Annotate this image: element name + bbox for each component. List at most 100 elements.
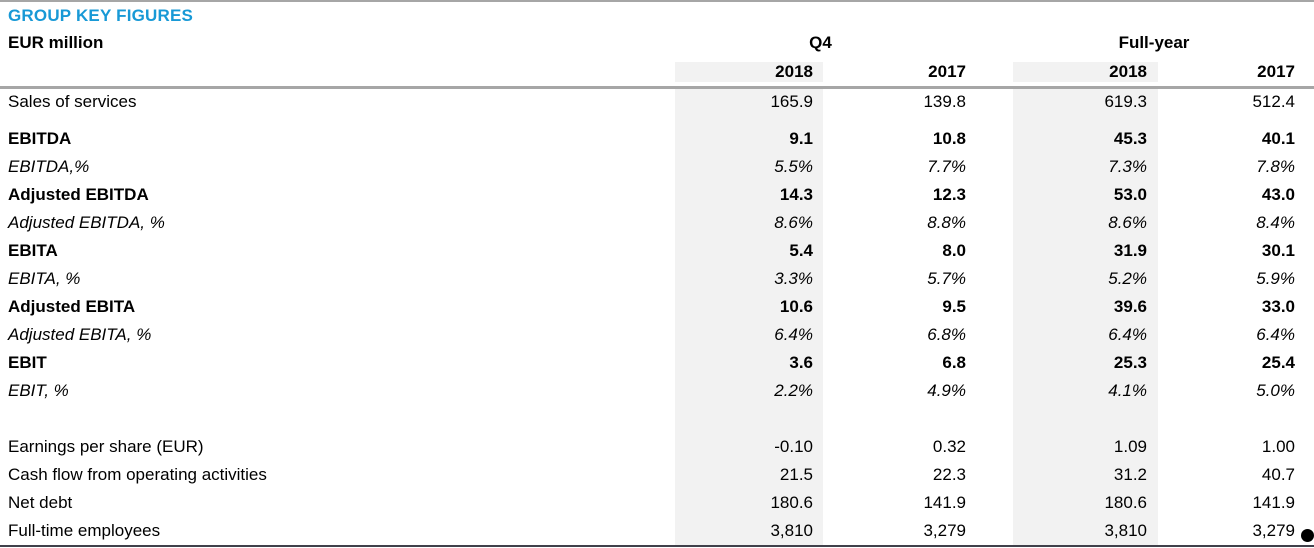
cell-value: 43.0 <box>1261 185 1295 204</box>
cell-value: 3,810 <box>1013 517 1158 545</box>
cell-value: 8.4% <box>1256 213 1295 232</box>
year-header-q4-2017: 2017 <box>928 61 966 81</box>
cell-value: -0.10 <box>675 433 823 461</box>
cell-value: 40.1 <box>1261 129 1295 148</box>
row-label: Full-time employees <box>8 521 161 540</box>
cell-value: 5.0% <box>1256 381 1295 400</box>
row-label: Earnings per share (EUR) <box>8 437 204 456</box>
cell-value: 3.3% <box>675 265 823 293</box>
cell-value: 141.9 <box>923 493 966 512</box>
cell-value: 5.2% <box>1013 265 1158 293</box>
table-row: Adjusted EBITDA 14.3 12.3 53.0 43.0 <box>0 181 1314 209</box>
row-label: Sales of services <box>8 92 137 111</box>
cell-value: 39.6 <box>1013 293 1158 321</box>
row-label: EBITDA,% <box>8 157 90 176</box>
cell-value: 10.6 <box>675 293 823 321</box>
cell-value: 1.00 <box>1261 437 1295 456</box>
cell-value: 6.4% <box>1256 325 1295 344</box>
footnote-bullet-icon <box>1301 529 1314 542</box>
cell-value: 3,810 <box>675 517 823 545</box>
year-header-fy-2018: 2018 <box>1013 61 1158 82</box>
cell-value: 10.8 <box>932 129 966 148</box>
cell-value: 6.8% <box>927 325 966 344</box>
cell-value: 9.1 <box>675 125 823 153</box>
spacer-row <box>0 115 1314 125</box>
row-label: Cash flow from operating activities <box>8 465 267 484</box>
row-label: EBIT <box>8 353 47 372</box>
row-label: Net debt <box>8 493 73 512</box>
cell-value: 165.9 <box>675 89 823 115</box>
row-label: Adjusted EBITA, % <box>8 325 152 344</box>
cell-value: 33.0 <box>1261 297 1295 316</box>
row-label: EBITA <box>8 241 58 260</box>
table-row: Adjusted EBITA 10.6 9.5 39.6 33.0 <box>0 293 1314 321</box>
cell-value: 619.3 <box>1013 89 1158 115</box>
table-year-header-row: 2018 2017 2018 2017 <box>0 57 1314 86</box>
cell-value: 3,279 <box>923 521 966 540</box>
cell-value: 8.0 <box>942 241 966 260</box>
table-row: EBIT 3.6 6.8 25.3 25.4 <box>0 349 1314 377</box>
cell-value: 45.3 <box>1013 125 1158 153</box>
header-divider <box>0 86 1314 89</box>
cell-value: 12.3 <box>932 185 966 204</box>
table-row: Earnings per share (EUR) -0.10 0.32 1.09… <box>0 433 1314 461</box>
bottom-divider <box>0 545 1314 547</box>
cell-value: 141.9 <box>1252 493 1295 512</box>
cell-value: 22.3 <box>932 465 966 484</box>
cell-value: 31.9 <box>1013 237 1158 265</box>
cell-value: 6.4% <box>675 321 823 349</box>
column-group-q4: Q4 <box>809 33 832 52</box>
table-row: Sales of services 165.9 139.8 619.3 512.… <box>0 89 1314 115</box>
column-group-fullyear: Full-year <box>1118 33 1190 52</box>
cell-value: 5.9% <box>1256 269 1295 288</box>
spacer-row <box>0 405 1314 433</box>
table-row: Cash flow from operating activities 21.5… <box>0 461 1314 489</box>
table-row: Adjusted EBITA, % 6.4% 6.8% 6.4% 6.4% <box>0 321 1314 349</box>
cell-value: 180.6 <box>1013 489 1158 517</box>
row-label: EBITA, % <box>8 269 81 288</box>
row-label: Adjusted EBITA <box>8 297 136 316</box>
table-row: Full-time employees 3,810 3,279 3,810 3,… <box>0 517 1314 545</box>
unit-label: EUR million <box>8 33 104 52</box>
cell-value: 21.5 <box>675 461 823 489</box>
year-header-fy-2017: 2017 <box>1257 61 1295 81</box>
cell-value: 139.8 <box>923 92 966 111</box>
cell-value: 14.3 <box>675 181 823 209</box>
cell-value: 5.7% <box>927 269 966 288</box>
cell-value: 4.1% <box>1013 377 1158 405</box>
cell-value: 8.8% <box>927 213 966 232</box>
cell-value: 4.9% <box>927 381 966 400</box>
table-row: Adjusted EBITDA, % 8.6% 8.8% 8.6% 8.4% <box>0 209 1314 237</box>
cell-value: 25.3 <box>1013 349 1158 377</box>
row-label: Adjusted EBITDA, % <box>8 213 165 232</box>
cell-value: 9.5 <box>942 297 966 316</box>
table-row: EBITDA 9.1 10.8 45.3 40.1 <box>0 125 1314 153</box>
cell-value: 8.6% <box>1013 209 1158 237</box>
cell-value: 5.4 <box>675 237 823 265</box>
page-title: GROUP KEY FIGURES <box>8 5 194 25</box>
cell-value: 3.6 <box>675 349 823 377</box>
table-group-header-row: EUR million Q4 Full-year <box>0 29 1314 57</box>
cell-value: 0.32 <box>932 437 966 456</box>
cell-value: 5.5% <box>675 153 823 181</box>
cell-value: 53.0 <box>1013 181 1158 209</box>
cell-value: 25.4 <box>1261 353 1295 372</box>
cell-value: 7.7% <box>927 157 966 176</box>
cell-value: 180.6 <box>675 489 823 517</box>
cell-value: 2.2% <box>675 377 823 405</box>
cell-value: 3,279 <box>1252 521 1295 540</box>
cell-value: 8.6% <box>675 209 823 237</box>
table-row: EBITDA,% 5.5% 7.7% 7.3% 7.8% <box>0 153 1314 181</box>
cell-value: 512.4 <box>1252 92 1295 111</box>
table-row: EBITA, % 3.3% 5.7% 5.2% 5.9% <box>0 265 1314 293</box>
cell-value: 7.8% <box>1256 157 1295 176</box>
cell-value: 6.8 <box>942 353 966 372</box>
cell-value: 40.7 <box>1261 465 1295 484</box>
year-header-q4-2018: 2018 <box>675 61 823 82</box>
cell-value: 6.4% <box>1013 321 1158 349</box>
row-label: EBITDA <box>8 129 72 148</box>
cell-value: 31.2 <box>1013 461 1158 489</box>
table-row: EBIT, % 2.2% 4.9% 4.1% 5.0% <box>0 377 1314 405</box>
table-row: Net debt 180.6 141.9 180.6 141.9 <box>0 489 1314 517</box>
